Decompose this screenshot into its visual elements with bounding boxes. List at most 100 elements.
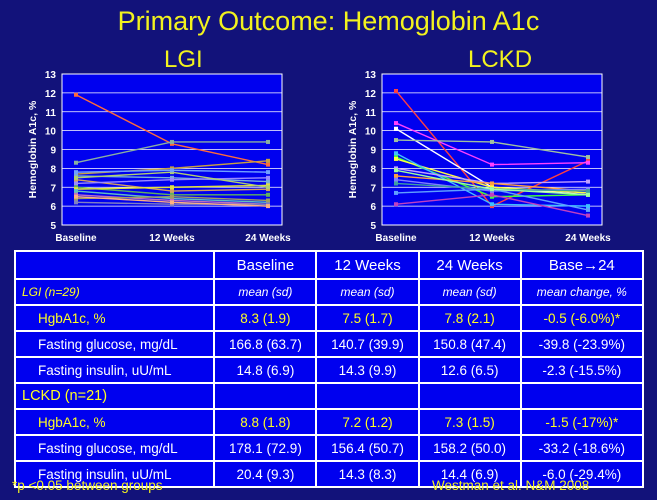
cell-24-weeks: 14.4 (6.9) (417, 460, 522, 488)
cell-baseline: 8.3 (1.9) (213, 304, 318, 332)
lckd-data-point (490, 187, 494, 192)
lgi-group-label: LGI (n=29) (13, 278, 216, 306)
empty-cell (417, 382, 522, 410)
lckd-group-row: LCKD (n=21) (13, 382, 645, 410)
cell-change: -0.5 (-6.0%)* (519, 304, 645, 332)
lgi-data-point (74, 189, 78, 194)
cell-baseline: 20.4 (9.3) (213, 460, 318, 488)
lgi-y-tick-label: 11 (45, 108, 56, 119)
table-header-row: Baseline 12 Weeks 24 Weeks Base→24 (13, 250, 645, 280)
lgi-data-point (170, 168, 174, 173)
lgi-data-point (266, 139, 270, 144)
lgi-x-tick-label: 12 Weeks (149, 233, 195, 244)
lckd-data-point (394, 168, 398, 173)
header-cell-empty (13, 250, 216, 280)
lgi-x-tick-label: Baseline (55, 233, 97, 244)
cell-12-weeks: 156.4 (50.7) (315, 434, 420, 462)
lgi-data-point (266, 179, 270, 184)
lckd-data-point (490, 202, 494, 207)
subheader-12-weeks: mean (sd) (315, 278, 420, 306)
lckd-chart-heading: LCKD (468, 46, 533, 73)
lckd-x-tick-label: 12 Weeks (469, 233, 515, 244)
lckd-data-point (394, 202, 398, 207)
lgi-data-point (266, 204, 270, 209)
cell-12-weeks: 140.7 (39.9) (315, 330, 420, 358)
table-row: Fasting glucose, mg/dL 178.1 (72.9) 156.… (13, 434, 645, 462)
significance-footnote: *p <0.05 between groups (12, 478, 163, 493)
subheader-change: mean change, % (519, 278, 645, 306)
lgi-data-point (74, 200, 78, 205)
cell-baseline: 166.8 (63.7) (213, 330, 318, 358)
cell-12-weeks: 7.2 (1.2) (315, 408, 420, 436)
cell-baseline: 14.8 (6.9) (213, 356, 318, 384)
lgi-line-chart: 5 6 7 8 9 10 11 12 13 Baseline 12 Weeks 24 Weeks Hem… (27, 70, 291, 244)
lgi-y-tick-label: 5 (50, 221, 56, 232)
cell-24-weeks: 7.3 (1.5) (417, 408, 522, 436)
lgi-data-point (266, 175, 270, 180)
lckd-data-point (586, 213, 590, 218)
lgi-data-point (74, 170, 78, 175)
empty-cell (315, 382, 420, 410)
cell-24-weeks: 158.2 (50.0) (417, 434, 522, 462)
table-row: Fasting insulin, uU/mL 14.8 (6.9) 14.3 (… (13, 356, 645, 384)
cell-12-weeks: 14.3 (9.9) (315, 356, 420, 384)
header-baseline: Baseline (213, 250, 318, 280)
row-label: Fasting insulin, uU/mL (13, 356, 216, 384)
lckd-data-point (586, 192, 590, 197)
lgi-data-point (170, 185, 174, 190)
lckd-data-point (394, 126, 398, 131)
lckd-data-point (490, 162, 494, 167)
lgi-y-tick-label: 6 (50, 202, 56, 213)
lckd-x-tick-label: 24 Weeks (565, 233, 611, 244)
lckd-y-axis-label: Hemoglobin A1c, % (347, 100, 359, 198)
cell-12-weeks: 14.3 (8.3) (315, 460, 420, 488)
header-change: Base→24 (519, 250, 645, 280)
cell-24-weeks: 150.8 (47.4) (417, 330, 522, 358)
lgi-data-point (74, 160, 78, 165)
row-label: HgbA1c, % (13, 304, 216, 332)
empty-cell (519, 382, 645, 410)
lckd-data-point (586, 160, 590, 165)
lgi-data-point (170, 139, 174, 144)
lckd-y-tick-label: 9 (370, 146, 376, 157)
slide-title: Primary Outcome: Hemoglobin A1c (117, 6, 540, 36)
lckd-y-tick-label: 12 (365, 89, 377, 100)
table-row: Fasting glucose, mg/dL 166.8 (63.7) 140.… (13, 330, 645, 358)
lgi-data-point (170, 177, 174, 182)
cell-baseline: 178.1 (72.9) (213, 434, 318, 462)
lgi-group-row: LGI (n=29) mean (sd) mean (sd) mean (sd)… (13, 278, 645, 306)
lgi-data-point (170, 194, 174, 199)
table-row: HgbA1c, % 8.3 (1.9) 7.5 (1.7) 7.8 (2.1) … (13, 304, 645, 332)
citation: Westman et al. N&M 2008 (432, 478, 590, 493)
lckd-data-point (586, 179, 590, 184)
lgi-x-tick-label: 24 Weeks (245, 233, 291, 244)
lgi-data-point (74, 175, 78, 180)
lckd-data-point (394, 190, 398, 195)
lckd-data-point (490, 192, 494, 197)
lckd-data-point (586, 155, 590, 160)
lckd-data-point (394, 138, 398, 143)
lgi-y-tick-label: 13 (45, 70, 57, 81)
cell-12-weeks: 7.5 (1.7) (315, 304, 420, 332)
header-24-weeks: 24 Weeks (417, 250, 522, 280)
lckd-data-point (394, 173, 398, 178)
results-table: Baseline 12 Weeks 24 Weeks Base→24 LGI (… (13, 250, 645, 488)
lgi-data-point (170, 200, 174, 205)
lckd-data-point (394, 88, 398, 93)
lgi-data-point (266, 162, 270, 167)
lgi-data-point (170, 189, 174, 194)
lgi-data-point (266, 192, 270, 197)
lckd-data-point (394, 177, 398, 182)
lgi-y-tick-label: 7 (50, 183, 56, 194)
cell-24-weeks: 12.6 (6.5) (417, 356, 522, 384)
lckd-data-point (394, 181, 398, 186)
lckd-data-point (586, 207, 590, 212)
lgi-y-tick-label: 12 (45, 89, 57, 100)
lgi-y-tick-label: 9 (50, 146, 56, 157)
lckd-y-tick-label: 13 (365, 70, 377, 81)
lgi-data-point (266, 198, 270, 203)
cell-change: -2.3 (-15.5%) (519, 356, 645, 384)
lgi-chart-heading: LGI (164, 46, 203, 73)
lgi-y-tick-label: 8 (50, 164, 56, 175)
cell-baseline: 8.8 (1.8) (213, 408, 318, 436)
